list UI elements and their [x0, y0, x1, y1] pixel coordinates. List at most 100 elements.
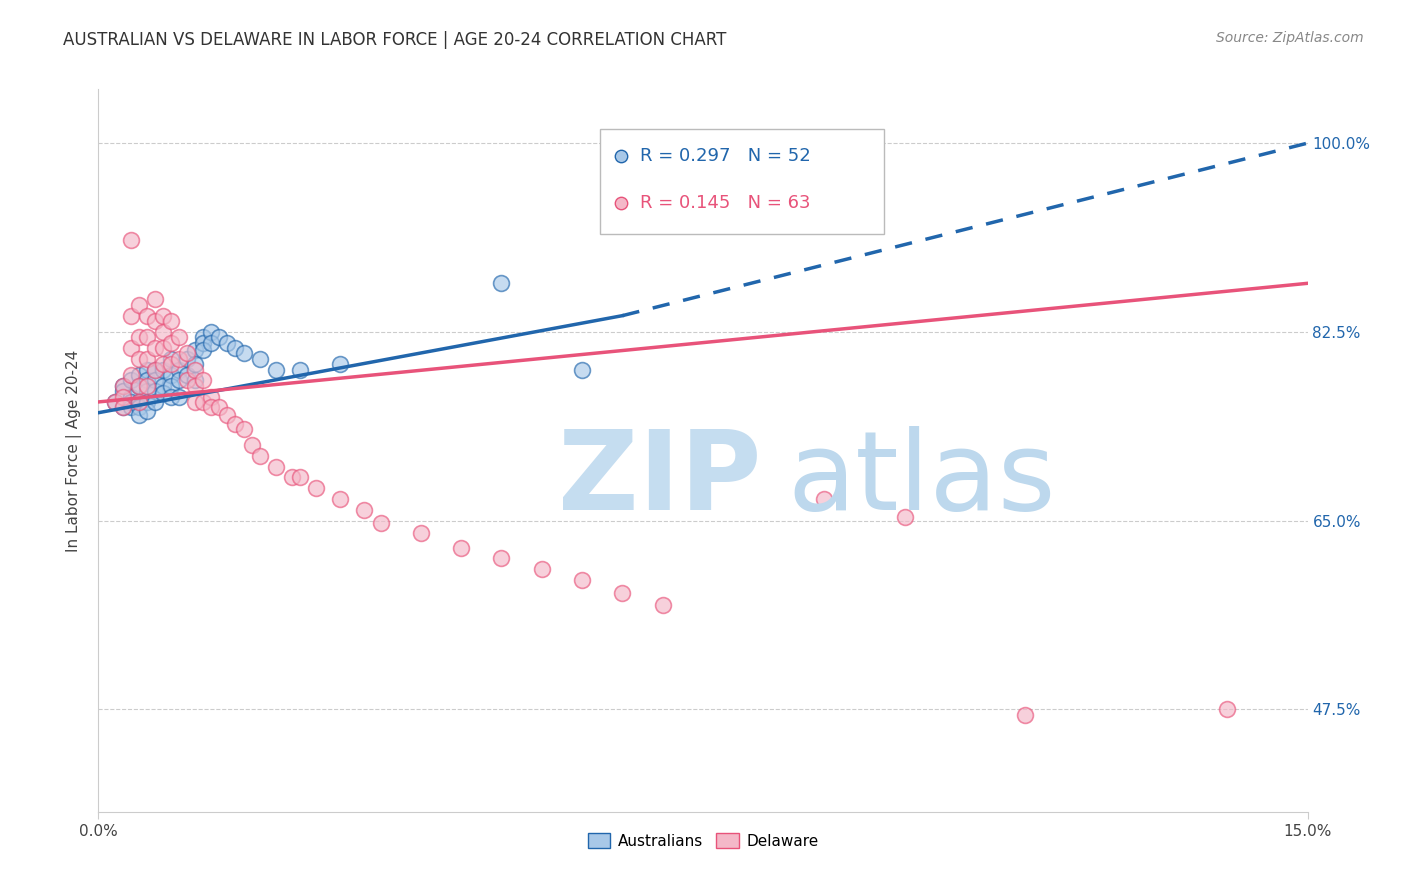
- Point: [152, 362, 174, 376]
- Point: [152, 357, 174, 371]
- Point: [167, 390, 190, 404]
- Point: [135, 403, 157, 417]
- Point: [208, 401, 231, 415]
- Point: [353, 502, 375, 516]
- Point: [893, 510, 915, 524]
- Point: [111, 384, 134, 399]
- Point: [152, 309, 174, 323]
- Point: [128, 330, 150, 344]
- Point: [135, 384, 157, 399]
- Point: [409, 526, 432, 541]
- Point: [264, 459, 287, 474]
- Point: [120, 309, 142, 323]
- Point: [135, 309, 157, 323]
- Point: [612, 586, 634, 600]
- Point: [160, 357, 183, 371]
- Point: [128, 351, 150, 366]
- Point: [1014, 707, 1036, 722]
- Point: [135, 362, 157, 376]
- Point: [160, 368, 183, 382]
- Point: [120, 401, 142, 415]
- Point: [305, 481, 328, 495]
- Point: [143, 293, 166, 307]
- Point: [128, 368, 150, 382]
- Point: [160, 390, 183, 404]
- Point: [240, 438, 263, 452]
- Point: [128, 378, 150, 392]
- Text: Source: ZipAtlas.com: Source: ZipAtlas.com: [1216, 31, 1364, 45]
- Point: [249, 351, 271, 366]
- Point: [651, 598, 673, 612]
- Point: [813, 491, 835, 506]
- Point: [1216, 702, 1239, 716]
- Point: [232, 422, 254, 436]
- Point: [249, 449, 271, 463]
- Point: [128, 408, 150, 422]
- Point: [152, 386, 174, 401]
- Point: [167, 362, 190, 376]
- Point: [167, 330, 190, 344]
- Y-axis label: In Labor Force | Age 20-24: In Labor Force | Age 20-24: [66, 350, 83, 551]
- Point: [288, 362, 311, 376]
- Point: [450, 541, 472, 555]
- Point: [193, 330, 215, 344]
- Point: [135, 373, 157, 387]
- Point: [184, 378, 207, 392]
- Point: [111, 390, 134, 404]
- Text: R = 0.297   N = 52: R = 0.297 N = 52: [640, 146, 811, 165]
- Point: [160, 335, 183, 350]
- Point: [370, 516, 392, 530]
- Point: [120, 233, 142, 247]
- Point: [184, 343, 207, 358]
- Point: [128, 395, 150, 409]
- Point: [111, 401, 134, 415]
- Point: [143, 314, 166, 328]
- Legend: Australians, Delaware: Australians, Delaware: [582, 827, 824, 855]
- Point: [281, 470, 304, 484]
- Point: [152, 378, 174, 392]
- Point: [200, 335, 222, 350]
- Point: [184, 357, 207, 371]
- Point: [208, 330, 231, 344]
- Point: [193, 343, 215, 358]
- Point: [200, 390, 222, 404]
- Point: [143, 395, 166, 409]
- Point: [184, 362, 207, 376]
- Text: atlas: atlas: [787, 425, 1056, 533]
- Point: [103, 395, 125, 409]
- Point: [200, 325, 222, 339]
- Point: [111, 401, 134, 415]
- Point: [193, 395, 215, 409]
- Point: [111, 378, 134, 392]
- Point: [571, 573, 593, 587]
- Point: [530, 562, 553, 576]
- Point: [160, 378, 183, 392]
- Text: AUSTRALIAN VS DELAWARE IN LABOR FORCE | AGE 20-24 CORRELATION CHART: AUSTRALIAN VS DELAWARE IN LABOR FORCE | …: [63, 31, 727, 49]
- Text: ZIP: ZIP: [558, 425, 761, 533]
- Point: [184, 395, 207, 409]
- Point: [160, 351, 183, 366]
- FancyBboxPatch shape: [600, 129, 884, 234]
- Point: [571, 362, 593, 376]
- Point: [103, 395, 125, 409]
- Point: [217, 335, 239, 350]
- Point: [288, 470, 311, 484]
- Point: [135, 395, 157, 409]
- Point: [143, 341, 166, 355]
- Point: [143, 362, 166, 376]
- Point: [120, 368, 142, 382]
- Text: R = 0.145   N = 63: R = 0.145 N = 63: [640, 194, 811, 211]
- Point: [143, 373, 166, 387]
- Point: [176, 373, 198, 387]
- Point: [200, 401, 222, 415]
- Point: [135, 351, 157, 366]
- Point: [128, 395, 150, 409]
- Point: [184, 373, 207, 387]
- Point: [329, 357, 352, 371]
- Point: [135, 330, 157, 344]
- Point: [329, 491, 352, 506]
- Point: [128, 401, 150, 415]
- Point: [167, 351, 190, 366]
- Point: [152, 325, 174, 339]
- Point: [491, 551, 513, 566]
